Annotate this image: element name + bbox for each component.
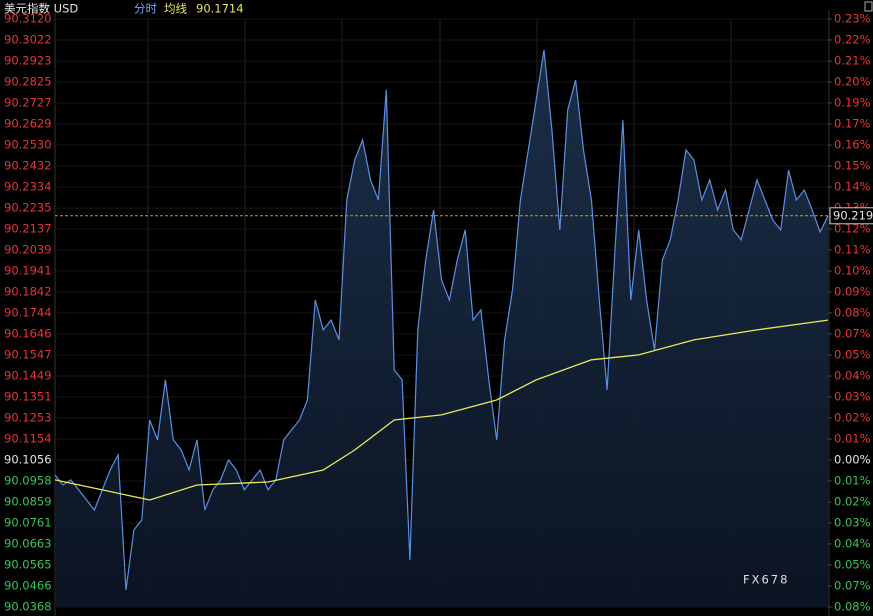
y-tick-label: 90.1154 (4, 432, 52, 446)
y-tick-label: 90.2334 (4, 179, 52, 193)
y-tick-label: 90.2530 (4, 138, 52, 152)
y2-tick-label: 0.12% (834, 221, 871, 235)
y-tick-label: 90.2039 (4, 242, 52, 256)
y-tick-label: 90.2923 (4, 54, 52, 68)
y-tick-label: 90.0761 (4, 516, 52, 530)
y2-tick-label: 0.08% (834, 305, 871, 319)
y-tick-label: 90.1253 (4, 410, 52, 424)
y-tick-label: 90.3120 (4, 12, 52, 26)
y-tick-label: 90.3022 (4, 32, 52, 46)
y-tick-label: 90.1547 (4, 348, 52, 362)
y2-tick-label: 0.10% (834, 263, 871, 277)
y2-tick-label: 0.08% (834, 600, 871, 614)
y2-tick-label: 0.11% (834, 242, 871, 256)
y2-tick-label: 0.19% (834, 95, 871, 109)
y2-tick-label: 0.02% (834, 410, 871, 424)
y2-tick-label: 0.22% (834, 32, 871, 46)
y-tick-label: 90.0368 (4, 600, 52, 614)
y-tick-label: 90.1941 (4, 263, 52, 277)
y2-tick-label: 0.02% (834, 495, 871, 509)
y-tick-label: 90.0565 (4, 557, 52, 571)
price-area (55, 50, 828, 607)
y-tick-label: 90.0663 (4, 536, 52, 550)
y2-tick-label: 0.00% (834, 452, 871, 466)
y2-tick-label: 0.20% (834, 75, 871, 89)
corner-icon[interactable] (864, 1, 873, 12)
y2-tick-label: 0.07% (834, 579, 871, 593)
last-price-box (829, 207, 873, 225)
y-tick-label: 90.1842 (4, 285, 52, 299)
average-line (54, 319, 829, 501)
y2-tick-label: 0.01% (834, 431, 871, 445)
y2-tick-label: 0.21% (834, 54, 871, 68)
y2-tick-label: 0.04% (834, 369, 871, 383)
y2-tick-label: 0.15% (834, 159, 871, 173)
y-tick-label: 90.2825 (4, 75, 52, 89)
y2-tick-label: 0.01% (834, 473, 871, 487)
y-tick-label: 90.1744 (4, 306, 52, 320)
y2-tick-label: 0.23% (834, 12, 871, 26)
y-tick-label: 90.2629 (4, 116, 52, 130)
y2-tick-label: 0.03% (834, 515, 871, 529)
y-tick-label: 90.1646 (4, 326, 52, 340)
y-tick-label: 90.2235 (4, 201, 52, 215)
y-tick-label: 90.2432 (4, 159, 52, 173)
y2-tick-label: 0.14% (834, 180, 871, 194)
y2-tick-label: 0.05% (834, 557, 871, 571)
y-tick-label: 90.1056 (4, 453, 52, 467)
y2-tick-label: 0.17% (834, 116, 871, 130)
y-tick-label: 90.2727 (4, 95, 52, 109)
avg-label: 均线 (164, 2, 187, 16)
y2-tick-label: 0.04% (834, 536, 871, 550)
last-price-label: 90.2199 (833, 208, 873, 222)
y-tick-label: 90.0466 (4, 579, 52, 593)
mode-label[interactable]: 分时 (134, 2, 157, 16)
y2-tick-label: 0.05% (834, 348, 871, 362)
y-tick-label: 90.1449 (4, 369, 52, 383)
y-tick-label: 90.1351 (4, 389, 52, 403)
avg-value: 90.1714 (196, 2, 244, 16)
price-line (54, 49, 829, 590)
y-tick-label: 90.2137 (4, 222, 52, 236)
y2-tick-label: 0.16% (834, 138, 871, 152)
y-tick-label: 90.0958 (4, 473, 52, 487)
watermark: FX678 (743, 573, 789, 587)
y2-tick-label: 0.07% (834, 326, 871, 340)
y2-tick-label: 0.03% (834, 390, 871, 404)
chart-title: 美元指数 USD (4, 2, 78, 16)
y-tick-label: 90.0859 (4, 495, 52, 509)
y2-tick-label: 0.09% (834, 285, 871, 299)
